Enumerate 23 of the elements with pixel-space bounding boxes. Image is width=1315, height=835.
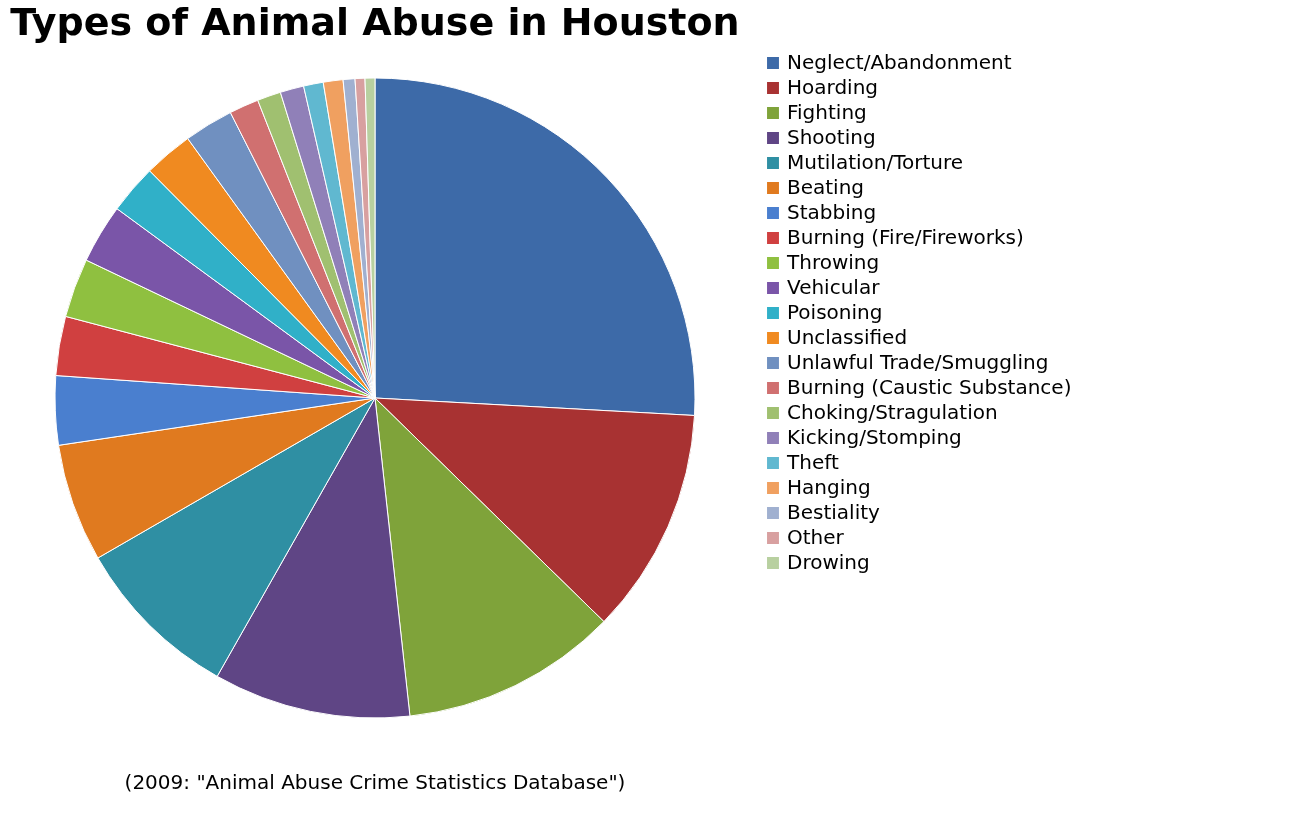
legend-label: Kicking/Stomping — [787, 425, 962, 449]
legend-label: Shooting — [787, 125, 876, 149]
legend-label: Hoarding — [787, 75, 879, 99]
legend-label: Burning (Fire/Fireworks) — [787, 225, 1024, 249]
legend-label: Other — [787, 525, 845, 549]
legend-label: Stabbing — [787, 200, 877, 224]
legend-label: Burning (Caustic Substance) — [787, 375, 1072, 399]
legend-label: Throwing — [786, 250, 880, 274]
legend-label: Fighting — [787, 100, 867, 124]
legend-label: Theft — [786, 450, 839, 474]
legend-label: Poisoning — [787, 300, 883, 324]
legend-label: Hanging — [787, 475, 871, 499]
legend-label: Drowing — [787, 550, 870, 574]
text: (2009: "Animal Abuse Crime Statistics Database") — [124, 770, 626, 794]
legend-label: Mutilation/Torture — [787, 150, 964, 174]
legend-label: Beating — [787, 175, 865, 199]
chart-title: Types of Animal Abuse in Houston — [10, 0, 740, 44]
legend-label: Unlawful Trade/Smuggling — [787, 350, 1049, 374]
legend-label: Choking/Stragulation — [787, 400, 998, 424]
legend-label: Unclassified — [787, 325, 908, 349]
legend-label: Vehicular — [787, 275, 881, 299]
legend-label: Neglect/Abandonment — [787, 50, 1012, 74]
legend-label: Bestiality — [787, 500, 881, 524]
